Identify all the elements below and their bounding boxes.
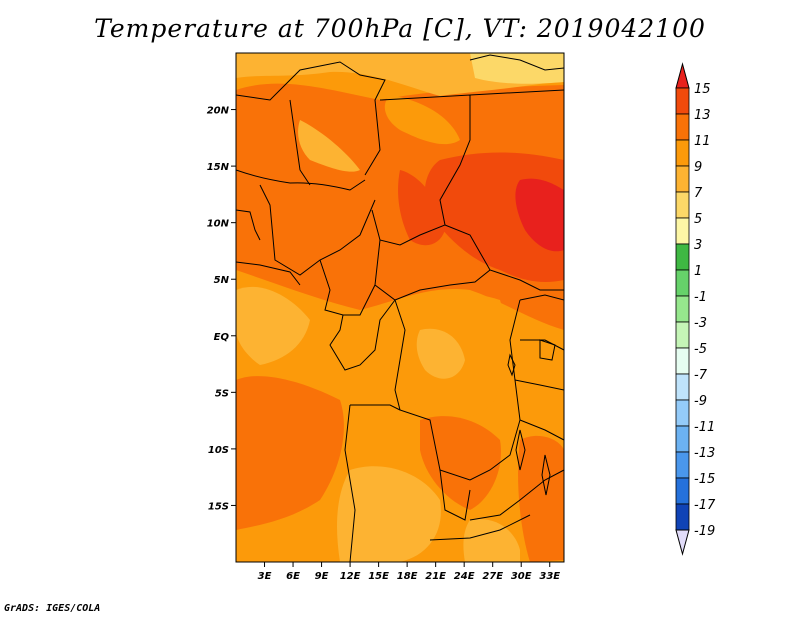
cool-patch-north-east (470, 53, 564, 84)
colorbar-segment (675, 191, 690, 219)
colorbar-segment (675, 503, 690, 531)
map-frame (235, 52, 565, 563)
hot-core-east (515, 178, 564, 252)
lon-tick-label: 9E (315, 571, 329, 582)
congo-cool-patch-2 (416, 328, 465, 379)
colorbar-segment (675, 165, 690, 193)
warm-band-south (236, 376, 344, 530)
hot-core-chad (398, 170, 445, 246)
lon-tick-label: 18E (397, 571, 418, 582)
warm-band-south-2 (420, 416, 501, 510)
lon-tick-label: 12E (340, 571, 361, 582)
longitude-axis: 3E 6E 9E 12E 15E 18E 21E 24E 27E 30E 33E (258, 562, 560, 582)
temperature-field (236, 53, 564, 562)
lat-tick-label: 5N (214, 275, 230, 286)
colorbar-label: -19 (694, 524, 715, 539)
colorbar-label: -3 (694, 316, 707, 331)
south-cool-patch (337, 466, 441, 562)
colorbar-label: -17 (694, 498, 716, 513)
lat-tick-label: 20N (207, 106, 230, 117)
colorbar-label: 3 (694, 238, 702, 253)
colorbar-segment (675, 295, 690, 323)
colorbar-label: 11 (694, 134, 711, 149)
colorbar-segment (675, 477, 690, 505)
lon-tick-label: 6E (286, 571, 300, 582)
credit-text: GrADS: IGES/COLA (4, 603, 101, 614)
lat-tick-label: 10N (207, 219, 230, 230)
colorbar-segment (675, 399, 690, 427)
country-borders (236, 54, 564, 562)
colorbar-segment (675, 451, 690, 479)
colorbar-segment (675, 217, 690, 245)
colorbar-label: 1 (694, 264, 702, 279)
lat-tick-label: 10S (208, 445, 229, 456)
colorbar-label: 5 (694, 212, 702, 227)
colorbar-label: 15 (694, 82, 711, 97)
lon-tick-label: 21E (425, 571, 446, 582)
colorbar-segment (675, 243, 690, 271)
latitude-axis: 20N 15N 10N 5N EQ 5S 10S 15S (207, 106, 236, 512)
warm-band-southeast (518, 435, 564, 562)
lon-tick-label: 27E (482, 571, 503, 582)
lat-tick-label: EQ (214, 332, 230, 343)
colorbar-label: -9 (694, 394, 707, 409)
colorbar-label: -11 (694, 420, 715, 435)
map-title: Temperature at 700hPa [C], VT: 201904210… (94, 14, 706, 43)
colorbar-segment (675, 87, 690, 115)
colorbar-label: -15 (694, 472, 715, 487)
colorbar: 15 13 11 9 7 5 3 1 -1 -3 -5 -7 -9 -11 -13 -15 -17 -19 (675, 62, 716, 556)
lat-tick-label: 15S (208, 501, 229, 512)
cool-patch-north-west (298, 120, 360, 172)
lon-tick-label: 3E (258, 571, 272, 582)
lat-tick-label: 15N (207, 162, 230, 173)
cool-patch-chad (384, 95, 460, 145)
colorbar-segment (675, 321, 690, 349)
lon-tick-label: 24E (454, 571, 475, 582)
colorbar-segment (675, 113, 690, 141)
colorbar-over-triangle (675, 62, 690, 89)
colorbar-under-triangle (675, 529, 690, 556)
west-coast-cool (236, 286, 310, 365)
lon-tick-label: 30E (511, 571, 532, 582)
lat-tick-label: 5S (215, 388, 229, 399)
colorbar-segment (675, 373, 690, 401)
colorbar-label: -13 (694, 446, 715, 461)
colorbar-segment (675, 347, 690, 375)
colorbar-label: 7 (694, 186, 703, 201)
colorbar-segment (675, 139, 690, 167)
lon-tick-label: 15E (368, 571, 389, 582)
colorbar-segment (675, 425, 690, 453)
south-cool-patch-2 (463, 519, 520, 562)
colorbar-label: -5 (694, 342, 707, 357)
lon-tick-label: 33E (539, 571, 560, 582)
colorbar-label: -1 (694, 290, 707, 305)
colorbar-label: 9 (694, 160, 702, 175)
colorbar-label: -7 (694, 368, 708, 383)
colorbar-segment (675, 269, 690, 297)
colorbar-label: 13 (694, 108, 711, 123)
